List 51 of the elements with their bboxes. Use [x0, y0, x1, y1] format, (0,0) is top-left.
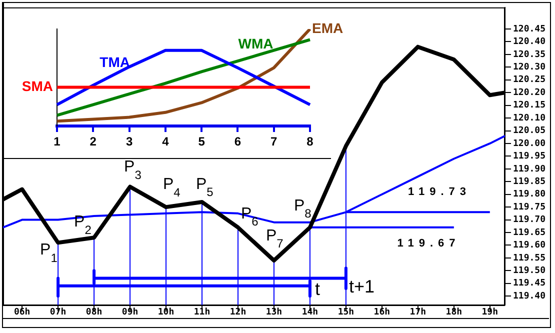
series-label: SMA: [22, 78, 53, 94]
x-tick-label: 12h: [230, 308, 246, 318]
y-tick-label: 120.30: [513, 62, 546, 73]
y-tick-label: 120.40: [513, 37, 546, 48]
x-tick-label: 17h: [410, 308, 426, 318]
y-tick-label: 119.80: [513, 190, 546, 200]
y-tick-label: 119.45: [513, 278, 546, 289]
x-tick-label: 6: [234, 134, 242, 149]
y-tick-label: 120.00: [513, 138, 546, 149]
annotation: 119.73: [408, 186, 472, 198]
x-tick-label: 06h: [14, 308, 30, 318]
y-tick-label: 120.25: [513, 75, 546, 86]
y-tick-label: 119.40: [513, 291, 546, 302]
x-tick-label: 10h: [158, 308, 174, 318]
y-tick-label: 120.15: [513, 100, 546, 111]
x-tick-label: 15h: [338, 308, 354, 318]
series-label: EMA: [312, 20, 344, 36]
annotation: t+1: [348, 276, 374, 296]
y-tick-label: 119.55: [513, 253, 546, 264]
x-tick-label: 13h: [266, 308, 282, 318]
x-tick-label: 14h: [302, 308, 318, 318]
x-tick-label: 19h: [482, 308, 498, 318]
y-tick-label: 119.65: [513, 228, 546, 238]
y-tick-label: 120.05: [513, 126, 546, 136]
y-tick-label: 120.45: [513, 24, 546, 34]
annotation: t: [314, 278, 320, 299]
annotation: 119.67: [397, 237, 460, 250]
x-tick-label: 2: [90, 134, 97, 149]
y-tick-label: 119.90: [513, 164, 546, 174]
series-label: WMA: [238, 36, 274, 52]
x-tick-label: 4: [162, 134, 170, 149]
y-tick-label: 120.35: [513, 50, 546, 60]
x-tick-label: 18h: [446, 308, 462, 318]
x-tick-label: 07h: [50, 308, 66, 318]
y-tick-label: 120.10: [513, 113, 546, 124]
x-tick-label: 16h: [374, 308, 390, 318]
y-tick-label: 119.60: [513, 240, 546, 251]
x-tick-label: 09h: [122, 308, 138, 318]
x-tick-label: 08h: [86, 308, 102, 318]
x-tick-label: 1: [54, 134, 61, 149]
y-tick-label: 119.85: [513, 176, 546, 187]
x-tick-label: 5: [198, 134, 206, 149]
x-tick-label: 7: [270, 134, 278, 149]
y-tick-label: 119.75: [513, 202, 546, 212]
x-tick-label: 8: [306, 134, 314, 149]
series-label: TMA: [100, 54, 130, 70]
y-tick-label: 119.95: [513, 152, 546, 162]
x-tick-label: 3: [126, 134, 133, 149]
y-tick-label: 119.50: [513, 266, 546, 276]
y-tick-label: 119.70: [513, 215, 546, 226]
y-tick-label: 120.20: [513, 88, 546, 98]
